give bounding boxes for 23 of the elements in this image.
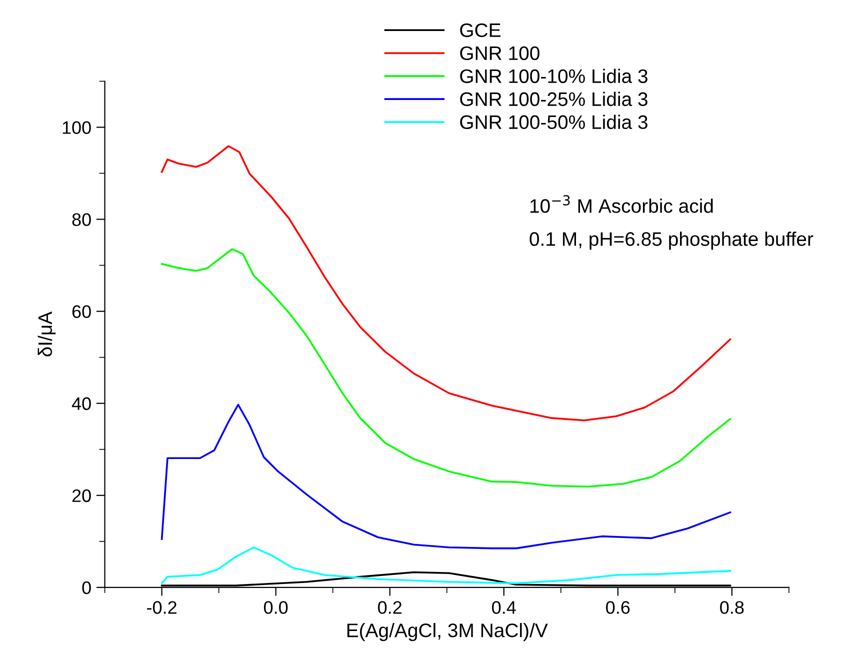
y-tick-label: 80 (72, 213, 91, 226)
line-series (160, 404, 732, 550)
x-tick-label: 0.2 (378, 601, 402, 614)
x-tick-label: 0.0 (264, 601, 288, 614)
x-tick-label: 0.8 (720, 601, 744, 614)
x-tick-label: -0.2 (147, 601, 176, 614)
y-tick-label: 100 (62, 121, 91, 134)
legend-label: GNR 100-25% Lidia 3 (460, 92, 648, 106)
legend-label: GNR 100-10% Lidia 3 (460, 68, 648, 84)
x-tick-label: 0.6 (606, 601, 630, 614)
line-series (160, 248, 732, 488)
annotation: 0.1 M, pH=6.85 phosphate buffer (530, 232, 814, 250)
y-tick-label: 0 (82, 581, 91, 594)
y-tick-label: 40 (72, 397, 91, 410)
y-axis-title: δI/μA (38, 311, 56, 356)
x-axis-title: E(Ag/AgCl, 3M NaCl)/V (347, 622, 548, 642)
legend-label: GCE (460, 23, 500, 38)
y-tick-label: 20 (72, 489, 91, 502)
y-tick-label: 60 (72, 305, 91, 318)
legend-label: GNR 100-50% Lidia 3 (460, 114, 648, 130)
annotation: 10$^{−3}$ M Ascorbic acid (530, 195, 713, 213)
x-tick-label: 0.4 (492, 601, 516, 614)
legend-label: GNR 100 (460, 46, 540, 60)
